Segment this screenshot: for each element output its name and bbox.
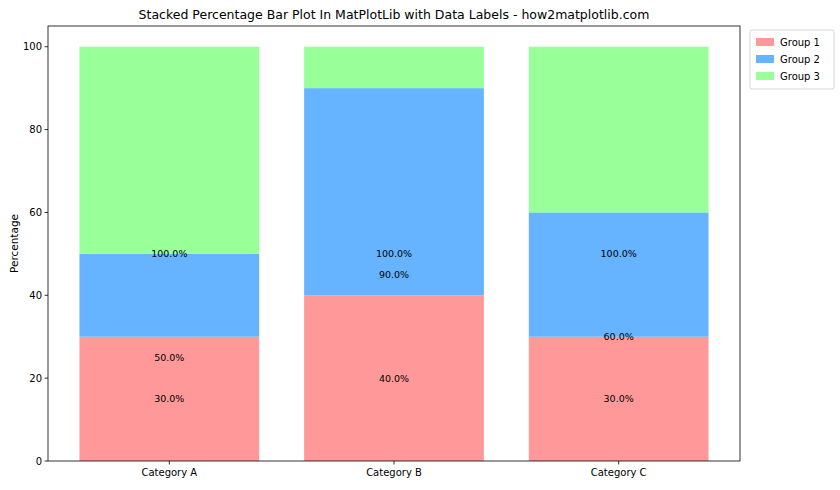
- y-tick-label: 100: [23, 41, 42, 52]
- x-tick-label: Category A: [141, 467, 197, 478]
- data-label: 90.0%: [379, 269, 409, 280]
- bar: [304, 88, 484, 295]
- legend: Group 1 Group 2 Group 3: [750, 30, 834, 89]
- chart: Stacked Percentage Bar Plot In MatPlotLi…: [0, 0, 840, 490]
- y-tick-label: 80: [29, 124, 42, 135]
- y-tick: [45, 46, 49, 47]
- y-tick-label: 40: [29, 290, 42, 301]
- bar: [79, 254, 259, 337]
- data-label: 50.0%: [154, 352, 184, 363]
- x-tick: [394, 461, 395, 465]
- y-tick-label: 20: [29, 373, 42, 384]
- legend-swatch: [756, 55, 774, 63]
- bar: [529, 212, 709, 336]
- data-label: 30.0%: [154, 393, 184, 404]
- data-label: 100.0%: [376, 248, 412, 259]
- bars: [79, 47, 708, 461]
- title: Stacked Percentage Bar Plot In MatPlotLi…: [139, 7, 650, 22]
- bar: [304, 47, 484, 88]
- bar: [304, 295, 484, 461]
- y-tick: [45, 129, 49, 130]
- data-label: 100.0%: [601, 248, 637, 259]
- x-tick-label: Category B: [366, 467, 422, 478]
- bar: [79, 337, 259, 461]
- x-tick-label: Category C: [591, 467, 647, 478]
- x-tick: [169, 461, 170, 465]
- data-label: 30.0%: [604, 393, 634, 404]
- y-tick-label: 0: [36, 456, 42, 467]
- legend-label: Group 1: [780, 37, 820, 48]
- bar: [529, 47, 709, 213]
- data-label: 60.0%: [604, 331, 634, 342]
- bar: [79, 47, 259, 254]
- axes-frame: [48, 26, 740, 461]
- y-tick-label: 60: [29, 207, 42, 218]
- legend-swatch: [756, 72, 774, 80]
- y-tick: [45, 461, 49, 462]
- data-label: 40.0%: [379, 373, 409, 384]
- y-axis-label: Percentage: [8, 214, 20, 273]
- legend-box: [750, 30, 834, 89]
- y-tick: [45, 295, 49, 296]
- legend-swatch: [756, 38, 774, 46]
- legend-label: Group 2: [780, 54, 820, 65]
- x-tick: [618, 461, 619, 465]
- data-label: 100.0%: [151, 248, 187, 259]
- legend-label: Group 3: [780, 71, 820, 82]
- y-tick: [45, 212, 49, 213]
- y-tick: [45, 378, 49, 379]
- bar: [529, 337, 709, 461]
